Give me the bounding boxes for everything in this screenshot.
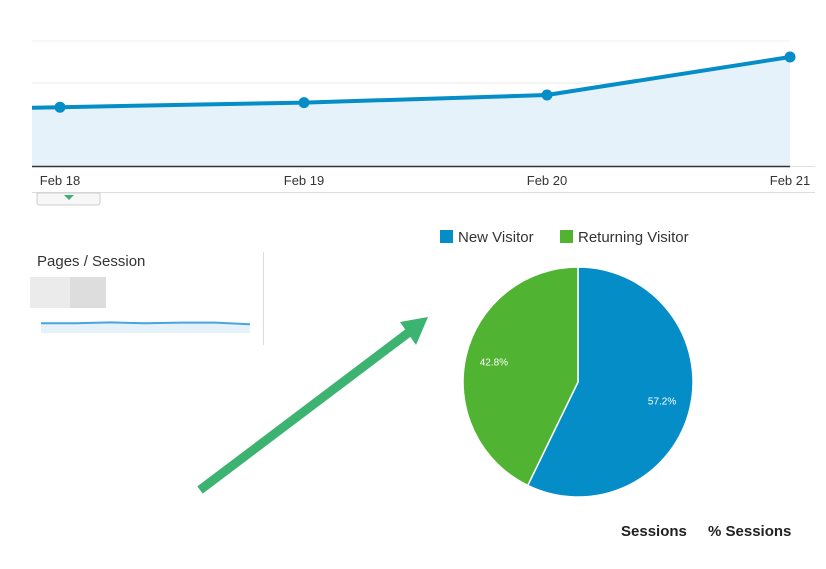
data-point-feb-21[interactable] xyxy=(784,51,796,63)
col-header-sessions[interactable]: Sessions xyxy=(621,523,687,540)
chart-toggle-button[interactable] xyxy=(36,192,101,206)
annotation-arrow xyxy=(197,317,428,494)
col-header-pct-sessions[interactable]: % Sessions xyxy=(708,523,791,540)
metric-value-placeholder-2 xyxy=(70,277,106,308)
legend-label-returning-visitor: Returning Visitor xyxy=(578,229,689,246)
x-tick-feb-21: Feb 21 xyxy=(770,173,810,188)
legend-swatch-returning-visitor xyxy=(560,230,573,243)
data-point-feb-18[interactable] xyxy=(54,101,66,113)
legend-swatch-new-visitor xyxy=(440,230,453,243)
x-tick-feb-20: Feb 20 xyxy=(527,173,567,188)
metric-title: Pages / Session xyxy=(37,253,145,270)
sparkline-area xyxy=(41,322,250,333)
pages-per-session-card[interactable]: Pages / Session xyxy=(30,252,264,345)
data-point-feb-20[interactable] xyxy=(541,89,553,101)
metric-value-placeholder xyxy=(30,277,70,308)
sparkline-line xyxy=(41,321,251,326)
pie-slice-new-visitor[interactable] xyxy=(526,266,694,498)
pie-legend: New Visitor Returning Visitor xyxy=(440,229,689,246)
visitor-type-pie-chart: 57.2% 42.8% xyxy=(462,266,694,498)
sessions-over-time-chart: Feb 18 Feb 19 Feb 20 Feb 21 xyxy=(31,40,815,193)
legend-label-new-visitor: New Visitor xyxy=(458,229,534,246)
pie-slice-returning-visitor[interactable] xyxy=(462,266,579,487)
x-tick-feb-18: Feb 18 xyxy=(40,173,80,188)
pie-label-new-visitor: 57.2% xyxy=(648,396,676,407)
data-point-feb-19[interactable] xyxy=(298,97,310,109)
area-fill xyxy=(32,57,790,166)
chevron-down-icon xyxy=(64,195,74,200)
x-tick-feb-19: Feb 19 xyxy=(284,173,324,188)
pie-label-returning-visitor: 42.8% xyxy=(480,358,508,369)
